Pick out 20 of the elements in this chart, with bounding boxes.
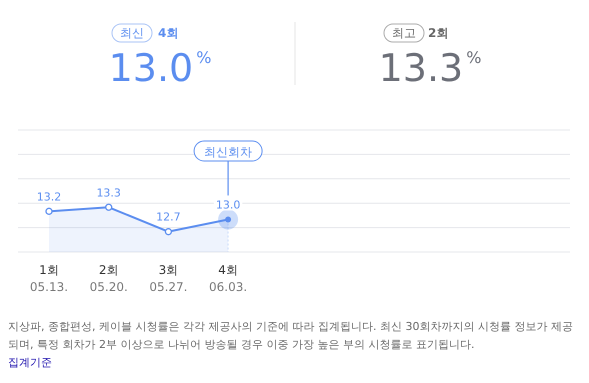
text: 2회 — [428, 26, 448, 40]
x-tick-label: 4회 06.03. — [209, 263, 248, 294]
text: 최신 — [120, 26, 144, 40]
x-tick-label: 1회 05.13. — [30, 263, 68, 294]
data-label: 13.3 — [96, 186, 121, 200]
text: 집계기준 — [8, 355, 53, 371]
text: 4회 — [158, 26, 178, 40]
data-label: 13.2 — [36, 190, 62, 204]
text: 13.3% — [378, 46, 482, 90]
x-tick-label: 3회 05.27. — [149, 263, 188, 294]
text: 지상파, 종합편성, 케이블 시청률은 각각 제공사의 기준에 따라 집계됩니다. 최신 30회차까지의 시청률 정보가 제공되며, 특정 회차가 2부 이상으로 나뉘어 방송될 경우 이중 가장 높은 부의 시청률로 표기됩니다. — [8, 319, 574, 353]
point — [105, 204, 112, 211]
point — [45, 208, 53, 215]
x-tick-label: 2회 05.20. — [90, 263, 128, 294]
data-label: 13.0 — [216, 198, 240, 212]
annotation: 최신회차 — [204, 145, 252, 159]
text: 최고 — [392, 26, 416, 40]
text: 13.0% — [108, 46, 212, 90]
data-label: 12.7 — [156, 210, 181, 224]
point — [164, 228, 172, 236]
